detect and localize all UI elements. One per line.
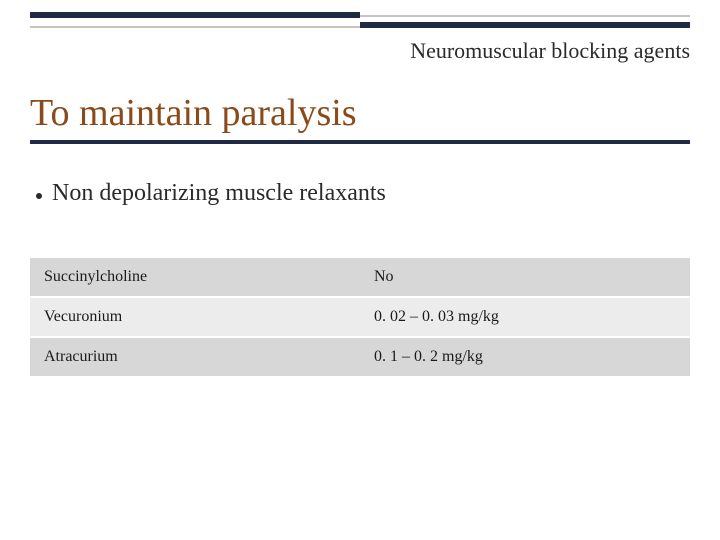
bullet-text: Non depolarizing muscle relaxants [52, 180, 386, 207]
table-cell-dose: 0. 1 – 0. 2 mg/kg [360, 337, 690, 377]
table-row: Succinylcholine No [30, 258, 690, 297]
title-rule [30, 140, 690, 144]
table-row: Atracurium 0. 1 – 0. 2 mg/kg [30, 337, 690, 377]
accent-thin-left [30, 26, 360, 28]
accent-thick-left [30, 12, 360, 18]
table-cell-dose: No [360, 258, 690, 297]
table-cell-dose: 0. 02 – 0. 03 mg/kg [360, 297, 690, 337]
dose-table: Succinylcholine No Vecuronium 0. 02 – 0.… [30, 258, 690, 378]
bullet-list: Non depolarizing muscle relaxants [36, 180, 690, 207]
slide: Neuromuscular blocking agents To maintai… [0, 0, 720, 540]
dose-table-body: Succinylcholine No Vecuronium 0. 02 – 0.… [30, 258, 690, 377]
bullet-item: Non depolarizing muscle relaxants [36, 180, 690, 207]
accent-thick-right [360, 22, 690, 28]
table-cell-drug: Atracurium [30, 337, 360, 377]
bullet-dot-icon [36, 193, 42, 199]
accent-thin-right [360, 15, 690, 17]
title-block: To maintain paralysis [30, 94, 690, 144]
top-accent [30, 12, 690, 30]
table-cell-drug: Succinylcholine [30, 258, 360, 297]
header-label: Neuromuscular blocking agents [410, 38, 690, 64]
slide-title: To maintain paralysis [30, 94, 690, 134]
table-cell-drug: Vecuronium [30, 297, 360, 337]
table-row: Vecuronium 0. 02 – 0. 03 mg/kg [30, 297, 690, 337]
